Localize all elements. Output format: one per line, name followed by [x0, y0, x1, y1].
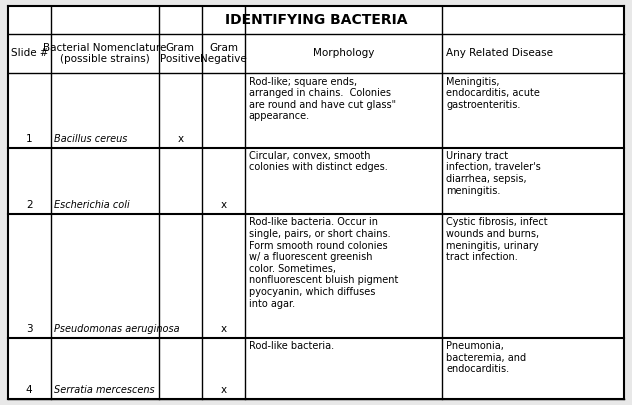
Text: 1: 1: [26, 134, 32, 143]
Text: 3: 3: [26, 324, 32, 334]
Text: Any Related Disease: Any Related Disease: [446, 49, 553, 58]
Text: Escherichia coli: Escherichia coli: [54, 200, 130, 210]
Text: Cystic fibrosis, infect
wounds and burns,
meningitis, urinary
tract infection.: Cystic fibrosis, infect wounds and burns…: [446, 217, 548, 262]
Text: x: x: [221, 324, 226, 334]
Text: Rod-like bacteria.: Rod-like bacteria.: [249, 341, 334, 351]
Text: Bacterial Nomenclature
(possible strains): Bacterial Nomenclature (possible strains…: [43, 43, 166, 64]
Text: Urinary tract
infection, traveler's
diarrhea, sepsis,
meningitis.: Urinary tract infection, traveler's diar…: [446, 151, 541, 196]
Text: x: x: [221, 200, 226, 210]
Text: Slide #: Slide #: [11, 49, 49, 58]
Text: Circular, convex, smooth
colonies with distinct edges.: Circular, convex, smooth colonies with d…: [249, 151, 387, 173]
Text: Pneumonia,
bacteremia, and
endocarditis.: Pneumonia, bacteremia, and endocarditis.: [446, 341, 526, 375]
Text: Gram
Negative: Gram Negative: [200, 43, 247, 64]
Text: Meningitis,
endocarditis, acute
gastroenteritis.: Meningitis, endocarditis, acute gastroen…: [446, 77, 540, 110]
Text: Rod-like bacteria. Occur in
single, pairs, or short chains.
Form smooth round co: Rod-like bacteria. Occur in single, pair…: [249, 217, 398, 309]
Text: Rod-like; square ends,
arranged in chains.  Colonies
are round and have cut glas: Rod-like; square ends, arranged in chain…: [249, 77, 396, 122]
Text: 4: 4: [26, 385, 32, 395]
Text: Pseudomonas aeruginosa: Pseudomonas aeruginosa: [54, 324, 179, 334]
Text: IDENTIFYING BACTERIA: IDENTIFYING BACTERIA: [225, 13, 407, 27]
Text: Morphology: Morphology: [313, 49, 374, 58]
Text: Bacillus cereus: Bacillus cereus: [54, 134, 127, 143]
Text: x: x: [177, 134, 183, 143]
Text: Gram
Positive: Gram Positive: [160, 43, 200, 64]
Text: x: x: [221, 385, 226, 395]
Text: Serratia mercescens: Serratia mercescens: [54, 385, 155, 395]
Text: 2: 2: [26, 200, 32, 210]
